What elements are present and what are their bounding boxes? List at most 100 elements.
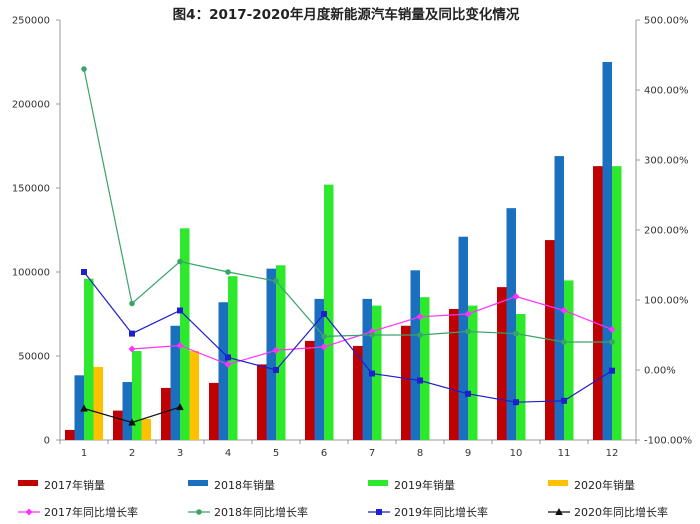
legend-label: 2017年销量 [44,478,105,492]
point-2018-4 [225,269,231,275]
chart-title: 图4：2017-2020年月度新能源汽车销量及同比变化情况 [173,6,520,23]
x-tick-label: 3 [177,448,183,459]
legend-label: 2020年同比增长率 [574,505,668,519]
x-tick-label: 9 [465,448,471,459]
bar-2017-8 [401,325,411,440]
bar-2019-9 [468,305,478,440]
legend-swatch-bar [548,480,568,486]
legend-label: 2018年同比增长率 [214,505,308,519]
x-tick-label: 1 [81,448,87,459]
point-2017-8 [416,313,424,321]
x-tick-label: 10 [510,448,523,459]
bar-2017-7 [353,345,363,440]
legend: 2017年销量 2018年销量 2019年销量 2020年销量 2017年同比增长率 20… [18,478,668,519]
y2-tick-label: 0.00% [644,366,676,377]
point-2019-8 [417,377,423,384]
y-tick-label: 100000 [12,268,50,279]
point-2019-11 [561,397,567,404]
point-2017-11 [560,307,568,314]
x-tick-label: 5 [273,448,279,459]
legend-label: 2019年同比增长率 [394,505,488,519]
bar-2020-1 [93,366,103,440]
legend-swatch-bar [188,480,208,486]
line-2018 [83,68,612,343]
x-tick-label: 11 [558,448,571,459]
legend-label: 2020年销量 [574,478,635,492]
x-tick-label: 6 [321,448,327,459]
x-tick-label: 2 [129,448,135,459]
legend-marker [555,508,563,515]
point-2020-3 [176,403,184,411]
legend-marker [196,509,202,515]
point-2018-6 [321,333,327,340]
bar-2017-2 [113,410,123,440]
bar-2018-4 [218,302,228,440]
point-2019-3 [177,307,183,314]
legend-label: 2019年销量 [394,478,455,492]
bar-2017-4 [209,382,219,440]
bar-2019-2 [132,350,142,440]
point-2019-5 [273,367,279,373]
point-2018-1 [81,66,87,72]
bar-2018-1 [74,375,84,440]
point-2019-10 [513,399,519,406]
bar-2017-12 [593,166,603,440]
line-2019 [83,271,613,403]
bar-2018-11 [554,156,564,440]
y-tick-label: 50000 [18,352,50,363]
bar-2019-11 [564,280,574,440]
y2-tick-label: -100.00% [644,436,692,447]
bar-2018-3 [170,325,180,440]
point-2019-2 [129,330,135,337]
x-tick-label: 7 [369,448,375,459]
bar-2017-5 [257,364,267,440]
y2-tick-label: 500.00% [644,16,689,27]
point-2019-4 [225,354,231,361]
bar-2019-10 [516,314,526,440]
y2-tick-label: 300.00% [644,156,689,167]
point-2018-2 [129,300,135,307]
y2-tick-label: 200.00% [644,226,689,237]
point-2017-9 [464,310,472,318]
point-2018-11 [561,339,567,345]
bar-2018-6 [314,298,324,440]
plot-area: 0 50000 100000 150000 200000 250000 -100.00% 0.… [12,16,692,460]
point-2019-9 [465,390,471,397]
point-2018-12 [609,339,615,345]
point-2017-10 [512,293,520,300]
bar-2017-3 [161,387,171,440]
legend-swatch-bar [368,480,388,486]
y-tick-label: 0 [44,436,50,447]
y-tick-label: 250000 [12,16,50,27]
bar-2017-9 [449,308,459,440]
point-2018-9 [465,328,471,335]
bar-2017-1 [65,429,75,440]
point-2019-6 [321,311,327,317]
bar-2018-10 [506,208,516,440]
legend-label: 2017年同比增长率 [44,505,138,519]
bar-2020-3 [189,350,199,440]
point-2019-1 [81,269,87,275]
point-2020-2 [128,418,136,426]
legend-marker [376,509,382,515]
legend-swatch-bar [18,480,38,486]
point-2018-3 [177,258,183,265]
point-2019-7 [369,370,375,377]
point-2017-3 [176,342,184,349]
point-2018-8 [417,332,423,338]
bar-2018-5 [266,268,276,440]
bar-2019-12 [612,166,622,440]
bar-2019-6 [324,184,334,440]
bar-2019-5 [276,265,286,440]
point-2018-7 [369,332,375,338]
bar-2019-7 [372,305,382,440]
bar-2018-12 [602,62,612,440]
bar-2017-6 [305,340,315,440]
bar-2017-10 [497,287,507,440]
point-2018-5 [273,278,279,284]
legend-marker [25,508,33,516]
bar-2018-7 [362,298,372,440]
x-tick-label: 4 [225,448,231,459]
y-tick-label: 150000 [12,184,50,195]
